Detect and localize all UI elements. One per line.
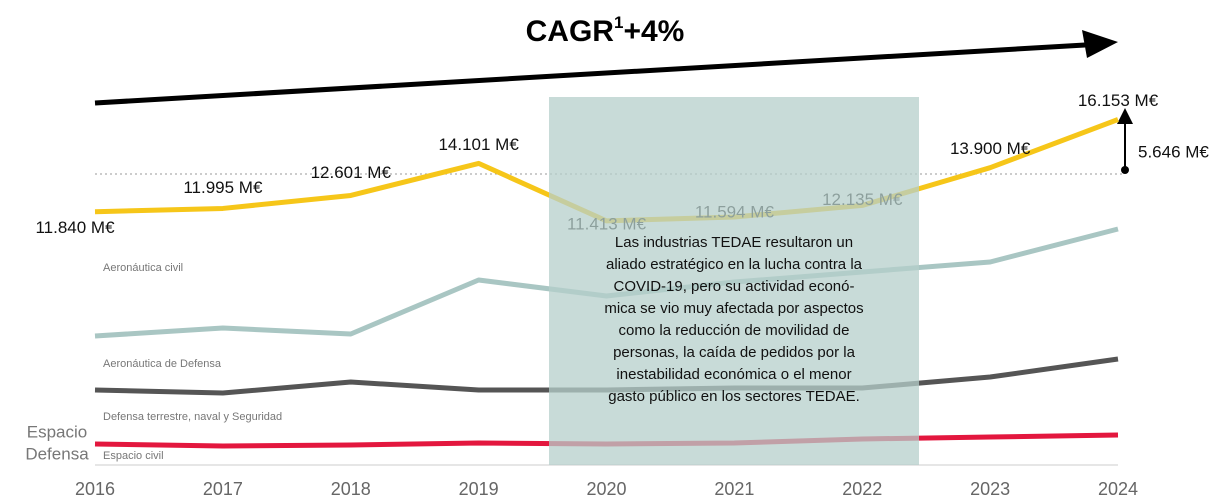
x-tick-label: 2022 [842,479,882,499]
growth-dot [1121,166,1129,174]
cagr-arrow [94,42,1086,106]
title-text: +4% [623,15,684,48]
series-label: Aeronáutica civil [103,262,183,274]
cagr-arrow-head [1082,30,1118,58]
annotation: como la reducción de movilidad de [619,322,850,339]
annotation: Las industrias TEDAE resultaron un [615,234,853,251]
side-label: Defensa [25,444,89,463]
covid-box [549,97,919,465]
value-label: 11.840 M€ [35,218,115,237]
x-tick-label: 2024 [1098,479,1138,499]
x-tick-label: 2020 [586,479,626,499]
value-label: 12.601 M€ [311,163,392,182]
annotation: personas, la caída de pedidos por la [613,344,855,361]
growth-label: 5.646 M€ [1138,142,1209,161]
series-label: Espacio civil [103,450,164,462]
chart-title: CAGR1+4% [526,13,685,47]
x-tick-label: 2017 [203,479,243,499]
x-tick-label: 2018 [331,479,371,499]
series-label: Defensa terrestre, naval y Seguridad [103,411,282,423]
x-tick-label: 2023 [970,479,1010,499]
annotation: inestabilidad económica o el menor [616,366,851,383]
series-label: Aeronáutica de Defensa [103,358,222,370]
title-text: CAGR [526,15,615,48]
value-label: 14.101 M€ [438,135,519,154]
x-tick-label: 2019 [459,479,499,499]
side-label: Espacio [27,422,87,441]
value-label: 11.995 M€ [183,178,263,197]
value-label: 13.900 M€ [950,139,1031,158]
annotation: mica se vio muy afectada por aspectos [604,300,863,317]
annotation: gasto público en los sectores TEDAE. [608,388,860,405]
annotation: aliado estratégico en la lucha contra la [606,256,863,273]
value-label: 16.153 M€ [1078,91,1159,110]
annotation: COVID-19, pero su actividad econó- [614,278,855,295]
title-sup: 1 [614,13,623,32]
x-tick-label: 2016 [75,479,115,499]
x-tick-label: 2021 [714,479,754,499]
